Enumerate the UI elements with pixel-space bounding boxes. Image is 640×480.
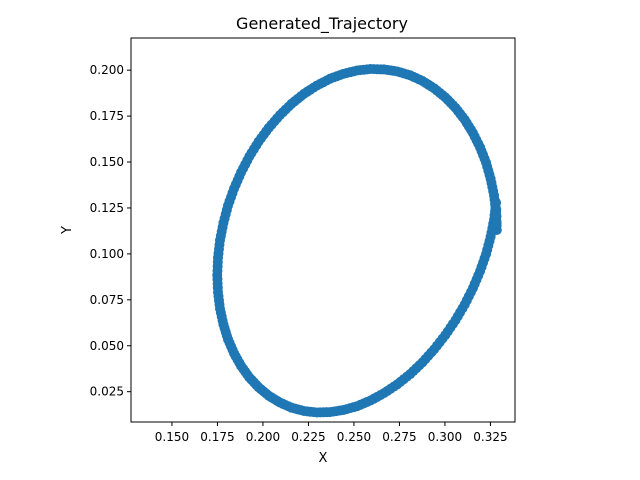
scatter-point xyxy=(491,218,502,229)
x-axis-ticks: 0.150 0.175 0.200 0.225 0.250 0.275 0.300 0.325 xyxy=(155,422,508,444)
x-tick-label: 0.150 xyxy=(155,430,189,444)
y-tick-label: 0.125 xyxy=(90,201,124,215)
y-tick-label: 0.175 xyxy=(90,109,124,123)
x-tick-label: 0.325 xyxy=(473,430,507,444)
y-axis-label: Y xyxy=(60,226,75,235)
y-tick-label: 0.075 xyxy=(90,293,124,307)
y-tick-label: 0.200 xyxy=(90,63,124,77)
y-tick-label: 0.150 xyxy=(90,155,124,169)
y-tick-label: 0.050 xyxy=(90,339,124,353)
x-axis-label: X xyxy=(319,451,328,466)
x-tick-label: 0.225 xyxy=(291,430,325,444)
x-tick-label: 0.300 xyxy=(428,430,462,444)
y-tick-label: 0.025 xyxy=(90,385,124,399)
x-tick-label: 0.175 xyxy=(200,430,234,444)
scatter-series xyxy=(212,64,502,418)
x-tick-label: 0.250 xyxy=(337,430,371,444)
x-tick-label: 0.200 xyxy=(246,430,280,444)
x-tick-label: 0.275 xyxy=(382,430,416,444)
plot-area xyxy=(130,37,516,423)
y-axis-ticks: 0.025 0.050 0.075 0.100 0.125 0.150 0.175 0.200 xyxy=(90,63,131,399)
y-tick-label: 0.100 xyxy=(90,247,124,261)
chart-title: Generated_Trajectory xyxy=(236,14,408,34)
